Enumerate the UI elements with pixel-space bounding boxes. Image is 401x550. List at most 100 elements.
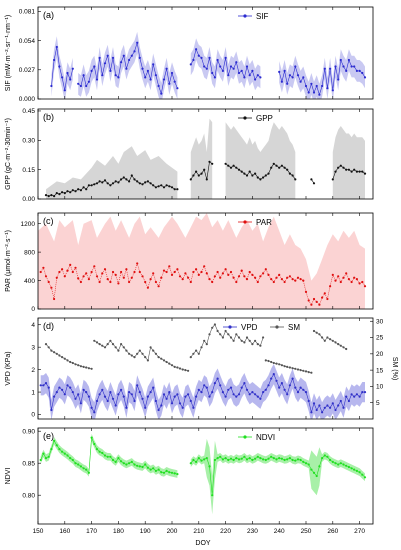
vpd-point [122, 395, 125, 398]
gpp-point [224, 162, 227, 165]
sif-point [211, 71, 214, 75]
sm-point [280, 364, 283, 367]
sif-point [149, 78, 152, 81]
vpd-point [296, 391, 300, 394]
gpp-point [130, 174, 133, 177]
sif-point [235, 61, 238, 64]
sm-point [173, 365, 176, 368]
gpp-point [98, 180, 101, 183]
panel-tag: (c) [43, 216, 54, 226]
ndvi-point [141, 465, 144, 469]
ndvi-point [211, 494, 214, 497]
ndvi-point [47, 455, 50, 458]
ndvi-point [103, 454, 107, 457]
par-point [291, 278, 294, 281]
par-point [93, 265, 96, 268]
sm-point [192, 352, 195, 355]
vpd-point [232, 393, 235, 396]
panel-4: 5 10 15 20 25 30 SM (%) VPD SM 0 1 2 3 4 VPD (KPa) (d) [5, 317, 398, 420]
sif-line [78, 42, 178, 95]
ndvi-point [331, 460, 334, 463]
vpd-point [71, 391, 74, 394]
par-point [355, 278, 358, 281]
sif-point [122, 54, 125, 57]
vpd-point [262, 391, 265, 394]
sm-point [278, 363, 281, 366]
par-point [347, 278, 350, 281]
par-point [304, 290, 308, 293]
ndvi-point [157, 468, 160, 471]
ndvi-point [61, 450, 64, 453]
ndvi-point [299, 458, 302, 462]
x-tick-label: 260 [327, 528, 338, 535]
sif-point [227, 74, 230, 77]
gpp-point [55, 192, 58, 195]
sif-point [251, 69, 254, 72]
par-point [106, 278, 109, 281]
ndvi-point [53, 439, 56, 442]
ndvi-point [361, 473, 364, 476]
par-point [286, 276, 289, 279]
y-tick-label: 0.85 [22, 460, 35, 467]
sm-point [272, 361, 275, 365]
sm-point [87, 367, 90, 370]
ndvi-point [93, 442, 96, 446]
par-point [136, 262, 139, 265]
sif-point [103, 62, 107, 65]
x-tick-label: 180 [113, 528, 124, 535]
x-tick-label: 190 [140, 528, 151, 535]
vpd-point [240, 386, 243, 389]
panel-frame [37, 108, 374, 200]
ndvi-point [71, 458, 74, 462]
sm-point [237, 336, 241, 339]
sif-point [144, 76, 147, 79]
vpd-point [98, 393, 101, 396]
par-point [350, 280, 353, 284]
sm-point [95, 341, 99, 344]
sm-point [221, 336, 224, 339]
gpp-point [339, 164, 342, 167]
par-point [66, 269, 69, 272]
sm-line [45, 343, 92, 370]
ndvi-point [334, 462, 337, 465]
plot-area [44, 118, 367, 199]
par-point [339, 280, 342, 284]
sm-point [299, 369, 302, 372]
gpp-point [58, 193, 61, 196]
vpd-point [85, 391, 88, 394]
sm-point [310, 371, 313, 374]
sm-point [160, 357, 163, 360]
sif-point [125, 67, 128, 70]
vpd-point [286, 393, 289, 396]
sm-point [184, 369, 187, 372]
ndvi-point [275, 458, 278, 461]
gpp-point [259, 178, 262, 181]
sif-point [283, 69, 286, 72]
x-tick-label: 240 [274, 528, 285, 535]
ndvi-point [329, 458, 332, 462]
par-point [205, 272, 208, 275]
ndvi-point [248, 457, 251, 460]
plot-area [38, 213, 367, 309]
gpp-point [120, 178, 123, 181]
vpd-point [294, 386, 297, 389]
sif-point [254, 78, 257, 81]
sif-point [117, 76, 120, 79]
ndvi-point [125, 463, 128, 466]
par-point [213, 275, 216, 278]
y-tick-label: 0.30 [22, 138, 35, 145]
vpd-point [221, 391, 224, 394]
gpp-point [74, 190, 77, 193]
par-point [288, 275, 291, 278]
sif-point [240, 69, 243, 72]
ndvi-point [256, 455, 259, 458]
ndvi-point [162, 471, 166, 474]
par-point [363, 285, 367, 288]
ndvi-point [227, 458, 230, 462]
sif-point [50, 84, 53, 88]
sm-point [168, 362, 171, 365]
sif-point [128, 58, 131, 62]
y2-tick-label: 15 [376, 367, 384, 374]
par-point [120, 270, 123, 274]
gpp-point [106, 182, 109, 185]
